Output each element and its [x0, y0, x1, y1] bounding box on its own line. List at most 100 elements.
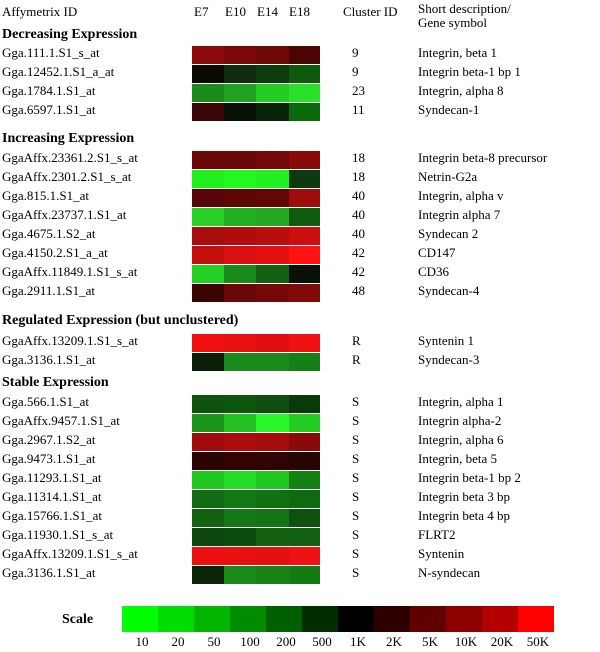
- row-cluster-id: 40: [352, 226, 365, 241]
- section-title: Regulated Expression (but unclustered): [2, 313, 239, 328]
- heatmap-cell: [192, 170, 225, 188]
- row-affy-id: Gga.3136.1.S1_at: [2, 565, 96, 580]
- heatmap-cell: [256, 227, 289, 245]
- scale-label: 10K: [454, 634, 478, 649]
- heatmap-cell: [192, 265, 225, 283]
- heatmap-cell: [224, 509, 257, 527]
- row-affy-id: Gga.3136.1.S1_at: [2, 352, 96, 367]
- heatmap-cell: [256, 46, 289, 64]
- header-stage-e10: E10: [225, 4, 246, 19]
- heatmap-cell: [224, 65, 257, 83]
- heatmap-cell: [256, 433, 289, 451]
- heatmap-cell: [256, 334, 289, 352]
- heatmap-cell: [256, 151, 289, 169]
- heatmap-cell: [289, 395, 320, 413]
- header-description-line1: Short description/: [418, 1, 511, 16]
- scale-swatch: [122, 606, 158, 632]
- heatmap-cell: [289, 414, 320, 432]
- heatmap-cell: [192, 208, 225, 226]
- heatmap-cell: [224, 84, 257, 102]
- heatmap-cell: [256, 509, 289, 527]
- heatmap-cell: [192, 246, 225, 264]
- row-description: Integrin, alpha 1: [418, 394, 504, 409]
- heatmap-cell: [289, 46, 320, 64]
- heatmap-cell: [256, 246, 289, 264]
- scale-swatch: [266, 606, 302, 632]
- row-description: Syntenin: [418, 546, 465, 561]
- row-description: Netrin-G2a: [418, 169, 478, 184]
- row-affy-id: Gga.2967.1.S2_at: [2, 432, 96, 447]
- row-description: Integrin beta 4 bp: [418, 508, 511, 523]
- heatmap-cell: [192, 433, 225, 451]
- row-affy-id: Gga.15766.1.S1_at: [2, 508, 103, 523]
- scale-swatch: [446, 606, 482, 632]
- scale-swatch: [518, 606, 554, 632]
- row-affy-id: Gga.11314.1.S1_at: [2, 489, 102, 504]
- heatmap-cell: [256, 566, 289, 584]
- row-description: N-syndecan: [418, 565, 481, 580]
- row-affy-id: Gga.12452.1.S1_a_at: [2, 64, 115, 79]
- heatmap-cell: [192, 509, 225, 527]
- heatmap-cell: [256, 265, 289, 283]
- row-description: Syntenin 1: [418, 333, 474, 348]
- heatmap-cell: [224, 170, 257, 188]
- heatmap-cell: [289, 509, 320, 527]
- row-description: CD36: [418, 264, 450, 279]
- row-description: Integrin beta-1 bp 2: [418, 470, 521, 485]
- heatmap-cell: [256, 452, 289, 470]
- heatmap-cell: [224, 547, 257, 565]
- scale-title: Scale: [62, 612, 94, 627]
- heatmap-cell: [192, 395, 225, 413]
- scale-swatch: [194, 606, 230, 632]
- heatmap-cell: [192, 471, 225, 489]
- heatmap-cell: [289, 227, 320, 245]
- heatmap-cell: [289, 334, 320, 352]
- header-stage-e7: E7: [194, 4, 209, 19]
- row-affy-id: GgaAffx.23361.2.S1_s_at: [2, 150, 138, 165]
- row-cluster-id: 42: [352, 245, 365, 260]
- row-cluster-id: S: [352, 508, 360, 523]
- row-cluster-id: S: [352, 413, 360, 428]
- row-cluster-id: S: [352, 489, 360, 504]
- heatmap-cell: [289, 353, 320, 371]
- heatmap-cell: [192, 528, 225, 546]
- heatmap-cell: [224, 265, 257, 283]
- heatmap-cell: [289, 547, 320, 565]
- heatmap-cell: [289, 208, 320, 226]
- row-description: Integrin beta-8 precursor: [418, 150, 548, 165]
- heatmap-cell: [192, 334, 225, 352]
- header-stage-e14: E14: [257, 4, 278, 19]
- heatmap-cell: [192, 414, 225, 432]
- row-cluster-id: 18: [352, 150, 365, 165]
- row-cluster-id: S: [352, 451, 360, 466]
- header-description-line2: Gene symbol: [418, 15, 487, 30]
- heatmap-cell: [224, 334, 257, 352]
- heatmap-cell: [224, 227, 257, 245]
- heatmap-cell: [192, 547, 225, 565]
- heatmap-cell: [224, 528, 257, 546]
- scale-label: 2K: [386, 634, 402, 649]
- row-cluster-id: 23: [352, 83, 365, 98]
- section-title: Decreasing Expression: [2, 27, 138, 42]
- row-description: Syndecan-1: [418, 102, 480, 117]
- heatmap-cell: [224, 284, 257, 302]
- row-cluster-id: R: [352, 352, 361, 367]
- header-affymetrix-id: Affymetrix ID: [2, 4, 78, 19]
- row-cluster-id: S: [352, 527, 360, 542]
- heatmap-cell: [256, 65, 289, 83]
- scale-label: 100: [240, 634, 260, 649]
- heatmap-cell: [192, 189, 225, 207]
- heatmap-cell: [256, 490, 289, 508]
- heatmap-cell: [192, 103, 225, 121]
- row-description: Integrin beta-1 bp 1: [418, 64, 521, 79]
- heatmap-cell: [289, 566, 320, 584]
- heatmap-cell: [224, 414, 257, 432]
- heatmap-cell: [256, 208, 289, 226]
- row-description: FLRT2: [418, 527, 456, 542]
- row-affy-id: Gga.111.1.S1_s_at: [2, 45, 100, 60]
- scale-swatch: [158, 606, 194, 632]
- heatmap-cell: [256, 189, 289, 207]
- scale-swatch: [338, 606, 374, 632]
- heatmap-cell: [256, 103, 289, 121]
- scale-label: 20K: [490, 634, 514, 649]
